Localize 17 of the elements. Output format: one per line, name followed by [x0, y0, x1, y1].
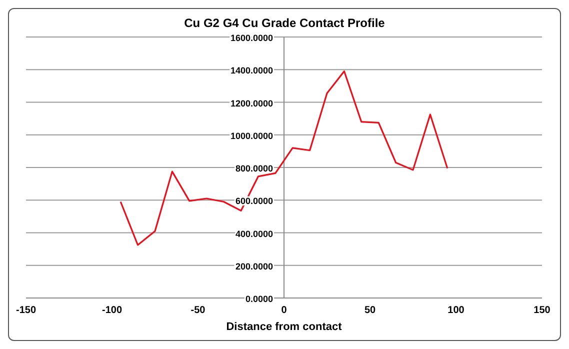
x-tick-label: -100 [102, 305, 122, 316]
x-tick-label: 150 [534, 305, 551, 316]
x-tick-label: 0 [281, 305, 288, 316]
y-tick-label: 1200.0000 [230, 98, 273, 108]
chart-title: Cu G2 G4 Cu Grade Contact Profile [183, 16, 386, 30]
y-tick-label: 400.0000 [235, 228, 273, 239]
x-axis-title: Distance from contact [226, 321, 342, 333]
x-tick-label: -150 [16, 305, 36, 316]
y-tick-label: 0.0000 [245, 294, 273, 304]
y-tick-label: 800.0000 [235, 164, 273, 174]
x-tick-label: 100 [448, 305, 465, 316]
y-tick-label: 1600.0000 [230, 33, 273, 43]
y-tick-label: 200.0000 [235, 261, 273, 272]
x-tick-label: 50 [364, 305, 376, 316]
y-tick-label: 1400.0000 [230, 66, 273, 76]
x-tick-label: -50 [190, 305, 206, 316]
y-tick-label: 1000.0000 [230, 130, 273, 141]
